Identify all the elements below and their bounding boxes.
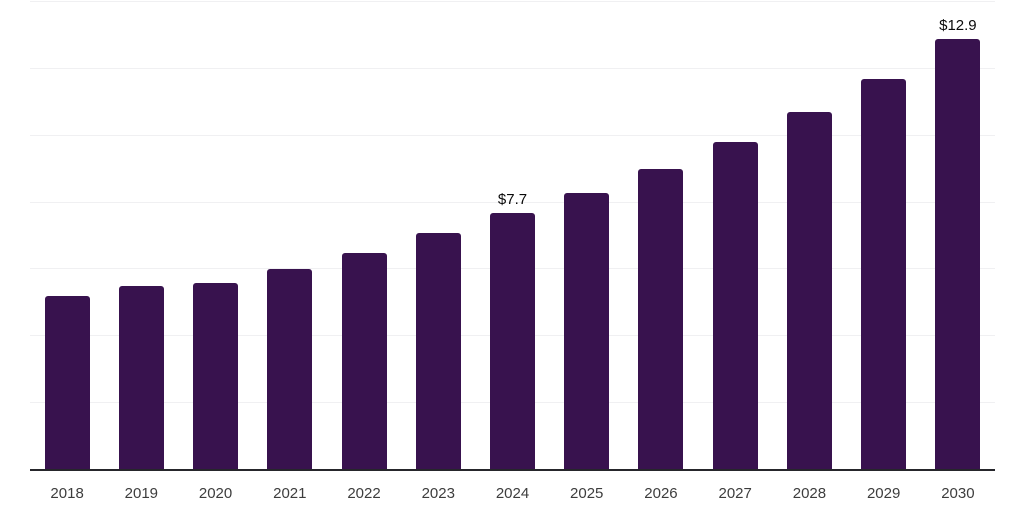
bar-2028 [786,112,832,470]
x-tick-2029: 2029 [866,485,901,502]
x-tick-2024: 2024 [495,485,530,502]
x-tick-2019: 2019 [124,485,159,502]
bar-2022 [341,252,387,470]
gridline-8 [30,201,995,203]
plot-area: $7.7 $12.9 [30,0,995,470]
x-tick-2026: 2026 [644,485,678,502]
x-tick-2023: 2023 [421,485,455,502]
bar-2019 [118,286,164,470]
x-tick-2025: 2025 [570,485,604,502]
bar-2027 [712,142,758,470]
bar-2021 [267,269,313,470]
bar-2023 [415,232,461,470]
bar-2025 [564,192,610,470]
x-tick-2018: 2018 [50,485,84,502]
x-tick-2020: 2020 [198,485,233,502]
bar-2030 [935,38,981,470]
data-label-2024: $7.7 [497,190,528,208]
x-tick-2021: 2021 [273,485,307,502]
x-tick-2028: 2028 [792,485,827,502]
x-tick-2022: 2022 [347,485,381,502]
bar-2018 [44,296,90,470]
x-tick-2030: 2030 [941,485,975,502]
bar-2029 [861,78,907,470]
gridline-14 [30,1,995,2]
data-label-2030: $12.9 [939,16,977,34]
gridline-10 [30,134,995,136]
bar-2026 [638,169,684,470]
x-axis-line [30,469,995,471]
x-axis: 2018 2019 2020 2021 2022 2023 2024 2025 2026 2027… [30,471,995,512]
bar-2020 [193,282,239,470]
x-tick-2027: 2027 [718,485,752,502]
bar-2024 [490,212,535,470]
gridline-12 [30,67,995,69]
